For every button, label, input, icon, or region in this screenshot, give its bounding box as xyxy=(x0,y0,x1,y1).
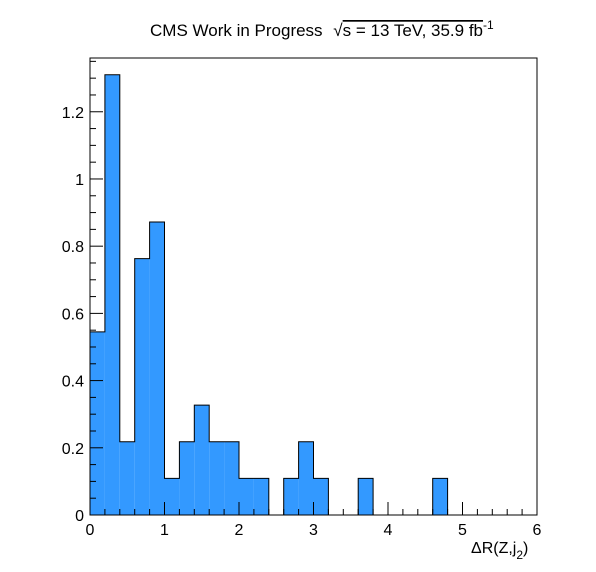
y-tick-label: 1 xyxy=(75,172,84,189)
x-tick-label: 3 xyxy=(309,522,318,539)
histogram-bar xyxy=(149,221,165,515)
y-tick-label: 1.2 xyxy=(62,105,84,122)
x-tick-label: 4 xyxy=(384,522,393,539)
histogram-outline xyxy=(90,74,537,516)
y-tick-label: 0.4 xyxy=(62,374,84,391)
histogram-bar xyxy=(298,441,314,515)
histogram-bar xyxy=(283,478,299,515)
histogram-bar xyxy=(179,441,195,515)
x-axis-label: ΔR(Z,j2) xyxy=(471,540,528,562)
histogram-bar xyxy=(224,441,239,515)
histogram-bar xyxy=(90,331,105,515)
histogram-bar xyxy=(134,258,150,515)
x-axis-label-main: ΔR(Z,j xyxy=(471,540,516,557)
histogram-bar xyxy=(239,478,254,515)
y-tick-label: 0 xyxy=(75,508,84,525)
y-tick-label: 0.2 xyxy=(62,441,84,458)
x-tick-labels: 0 1 2 3 4 5 6 xyxy=(86,522,542,539)
x-tick-label: 1 xyxy=(160,522,169,539)
histogram-bar xyxy=(194,405,210,515)
histogram-bar xyxy=(313,478,329,515)
histogram-bar xyxy=(209,441,225,515)
histogram-bar xyxy=(119,441,135,515)
title-lumi-exponent: -1 xyxy=(483,18,494,32)
x-tick-label: 2 xyxy=(235,522,244,539)
x-tick-label: 6 xyxy=(533,522,542,539)
y-tick-label: 0.8 xyxy=(62,239,84,256)
histogram-bars xyxy=(90,74,537,516)
x-axis-label-subscript: 2 xyxy=(516,548,523,562)
title-sqrt-symbol: √ xyxy=(333,21,343,40)
histogram-bar xyxy=(253,478,269,515)
histogram-bar xyxy=(104,74,120,516)
title-experiment: CMS Work in Progress xyxy=(150,21,323,40)
y-tick-label: 0.6 xyxy=(62,306,84,323)
chart-title: CMS Work in Progress √s = 13 TeV, 35.9 f… xyxy=(150,18,494,40)
x-tick-label: 0 xyxy=(86,522,95,539)
axis-ticks xyxy=(89,60,538,516)
x-axis-label-close: ) xyxy=(523,540,528,557)
title-energy: s = 13 TeV, 35.9 fb xyxy=(343,21,483,40)
histogram-bar xyxy=(164,478,180,515)
y-tick-labels: 0 0.2 0.4 0.6 0.8 1 1.2 xyxy=(62,105,84,525)
x-tick-label: 5 xyxy=(458,522,467,539)
histogram-bar xyxy=(358,478,374,515)
histogram-bar xyxy=(432,478,448,515)
